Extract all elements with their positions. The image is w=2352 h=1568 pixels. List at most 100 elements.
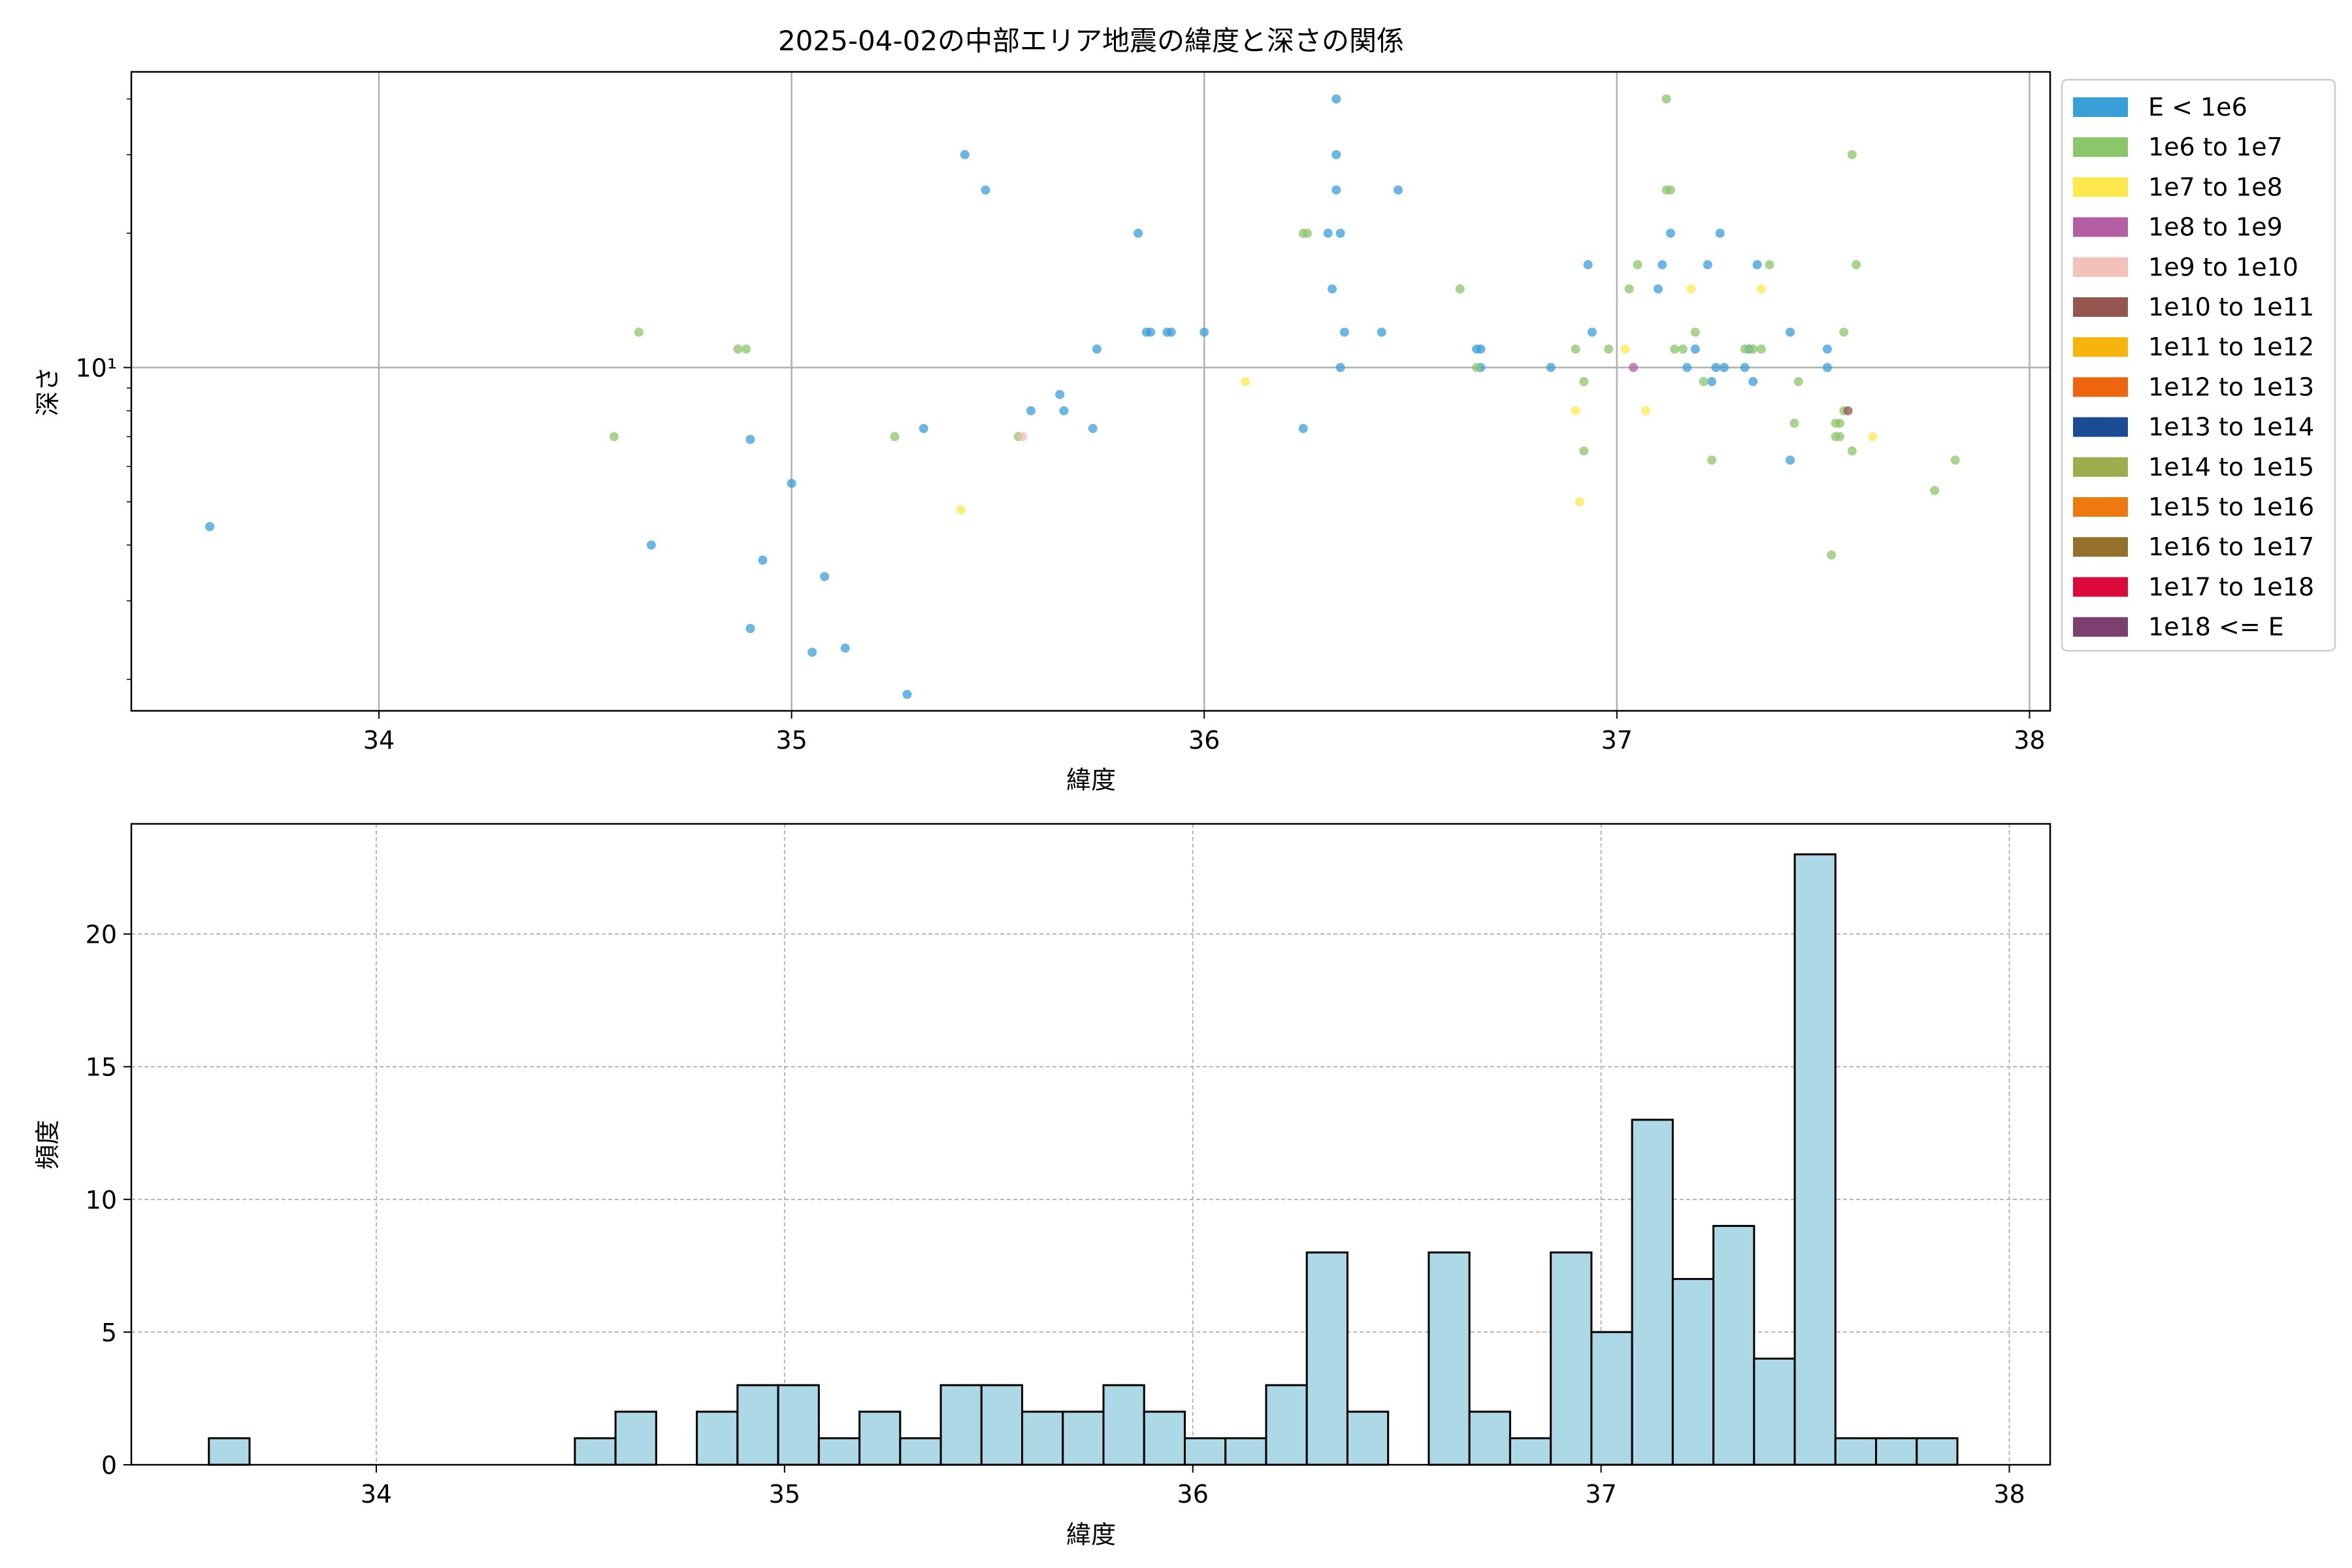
histogram-bar (1753, 1358, 1796, 1466)
histogram-bar (980, 1384, 1024, 1466)
histogram-bar (696, 1411, 739, 1466)
scatter-x-tick-label: 37 (1601, 726, 1633, 755)
legend-swatch (2073, 417, 2128, 437)
scatter-x-axis-label: 緯度 (1066, 766, 1116, 794)
histogram-x-tick-label: 35 (769, 1480, 800, 1509)
scatter-point (1752, 260, 1762, 270)
legend-label: 1e11 to 1e12 (2148, 333, 2314, 361)
legend-swatch (2073, 97, 2128, 117)
scatter-point (1146, 327, 1156, 337)
histogram-y-tick-label: 5 (101, 1318, 117, 1347)
scatter-point (1472, 363, 1482, 372)
histogram-y-tick-label: 15 (86, 1053, 117, 1082)
legend-label: E < 1e6 (2148, 93, 2247, 122)
histogram-bar (1346, 1411, 1390, 1466)
scatter-point (1827, 550, 1837, 560)
scatter-point (808, 647, 817, 657)
scatter-point (1703, 260, 1712, 270)
scatter-point (1241, 377, 1250, 387)
scatter-point (1930, 485, 1940, 495)
scatter-point (981, 185, 990, 195)
scatter-point (1699, 377, 1708, 387)
legend-swatch (2073, 337, 2128, 357)
legend-label: 1e7 to 1e8 (2148, 172, 2283, 201)
scatter-title: 2025-04-02の中部エリア地震の緯度と深さの関係 (778, 25, 1404, 57)
scatter-point (1835, 432, 1844, 442)
histogram-plot-frame (130, 823, 2051, 1466)
legend: E < 1e6 1e6 to 1e7 1e7 to 1e8 1e8 to 1e9 1e9… (2061, 78, 2336, 652)
scatter-x-tick-label: 34 (363, 726, 395, 755)
histogram-bar (1590, 1331, 1633, 1466)
scatter-point (1720, 363, 1729, 372)
scatter-point (1335, 363, 1345, 372)
scatter-point (1624, 284, 1634, 294)
scatter-point (1604, 344, 1614, 354)
scatter-point (1686, 284, 1696, 294)
scatter-point (733, 344, 743, 354)
scatter-point (1707, 455, 1717, 465)
legend-swatch (2073, 177, 2128, 197)
scatter-point (1641, 406, 1651, 416)
scatter-point (1018, 432, 1028, 442)
histogram-bar (574, 1437, 617, 1466)
histogram-bar (858, 1411, 902, 1466)
scatter-point (1335, 228, 1345, 238)
histogram-x-tick-label: 38 (1993, 1480, 2025, 1509)
scatter-point (1835, 418, 1844, 428)
scatter-point (1377, 327, 1386, 337)
histogram-bar (1143, 1411, 1186, 1466)
histogram-bar (817, 1437, 861, 1466)
legend-swatch (2073, 377, 2128, 397)
scatter-x-tick-label: 36 (1188, 726, 1220, 755)
histogram-x-tick-label: 37 (1585, 1480, 1616, 1509)
scatter-x-tick-label: 35 (776, 726, 807, 755)
legend-swatch (2073, 537, 2128, 557)
scatter-point (1868, 432, 1878, 442)
scatter-point (1546, 363, 1556, 372)
scatter-point (609, 432, 619, 442)
histogram-bar (899, 1437, 942, 1466)
histogram-y-tick-label: 0 (101, 1451, 117, 1480)
histogram-y-tick-label: 10 (86, 1186, 117, 1215)
histogram-y-tick-label: 20 (86, 921, 117, 949)
scatter-point (1756, 344, 1766, 354)
scatter-point (1789, 418, 1799, 428)
scatter-point (1793, 377, 1803, 387)
scatter-point (1166, 327, 1176, 337)
histogram-bar (1021, 1411, 1064, 1466)
scatter-point (1327, 284, 1337, 294)
scatter-points (205, 94, 1960, 699)
histogram-bar (1916, 1437, 1959, 1466)
scatter-point (1665, 185, 1675, 195)
legend-swatch (2073, 577, 2128, 597)
scatter-point (1843, 406, 1853, 416)
scatter-point (1331, 94, 1341, 104)
histogram-bar (614, 1411, 657, 1466)
histogram-x-axis-label: 緯度 (1066, 1520, 1116, 1549)
histogram-bar (1671, 1278, 1715, 1466)
scatter-gridlines (131, 72, 2050, 711)
scatter-point (1339, 327, 1349, 337)
histogram-bar (1509, 1437, 1552, 1466)
scatter-point (1740, 363, 1750, 372)
legend-swatch (2073, 217, 2128, 237)
scatter-point (742, 344, 751, 354)
scatter-point (1711, 363, 1721, 372)
scatter-point (1678, 344, 1688, 354)
histogram-bar (1224, 1437, 1267, 1466)
legend-label: 1e10 to 1e11 (2148, 293, 2314, 321)
scatter-point (902, 689, 912, 699)
scatter-point (1839, 327, 1849, 337)
scatter-point (1323, 228, 1333, 238)
histogram-bar (1428, 1251, 1471, 1466)
legend-swatch (2073, 457, 2128, 477)
scatter-point (1670, 344, 1680, 354)
scatter-point (1394, 185, 1403, 195)
scatter-point (1653, 284, 1663, 294)
histogram-bar (1712, 1224, 1756, 1466)
histogram-x-tick-label: 34 (361, 1480, 392, 1509)
histogram-bar (1793, 853, 1837, 1466)
histogram-bar (1468, 1411, 1511, 1466)
scatter-point (1579, 377, 1589, 387)
histogram-bar (1875, 1437, 1918, 1466)
